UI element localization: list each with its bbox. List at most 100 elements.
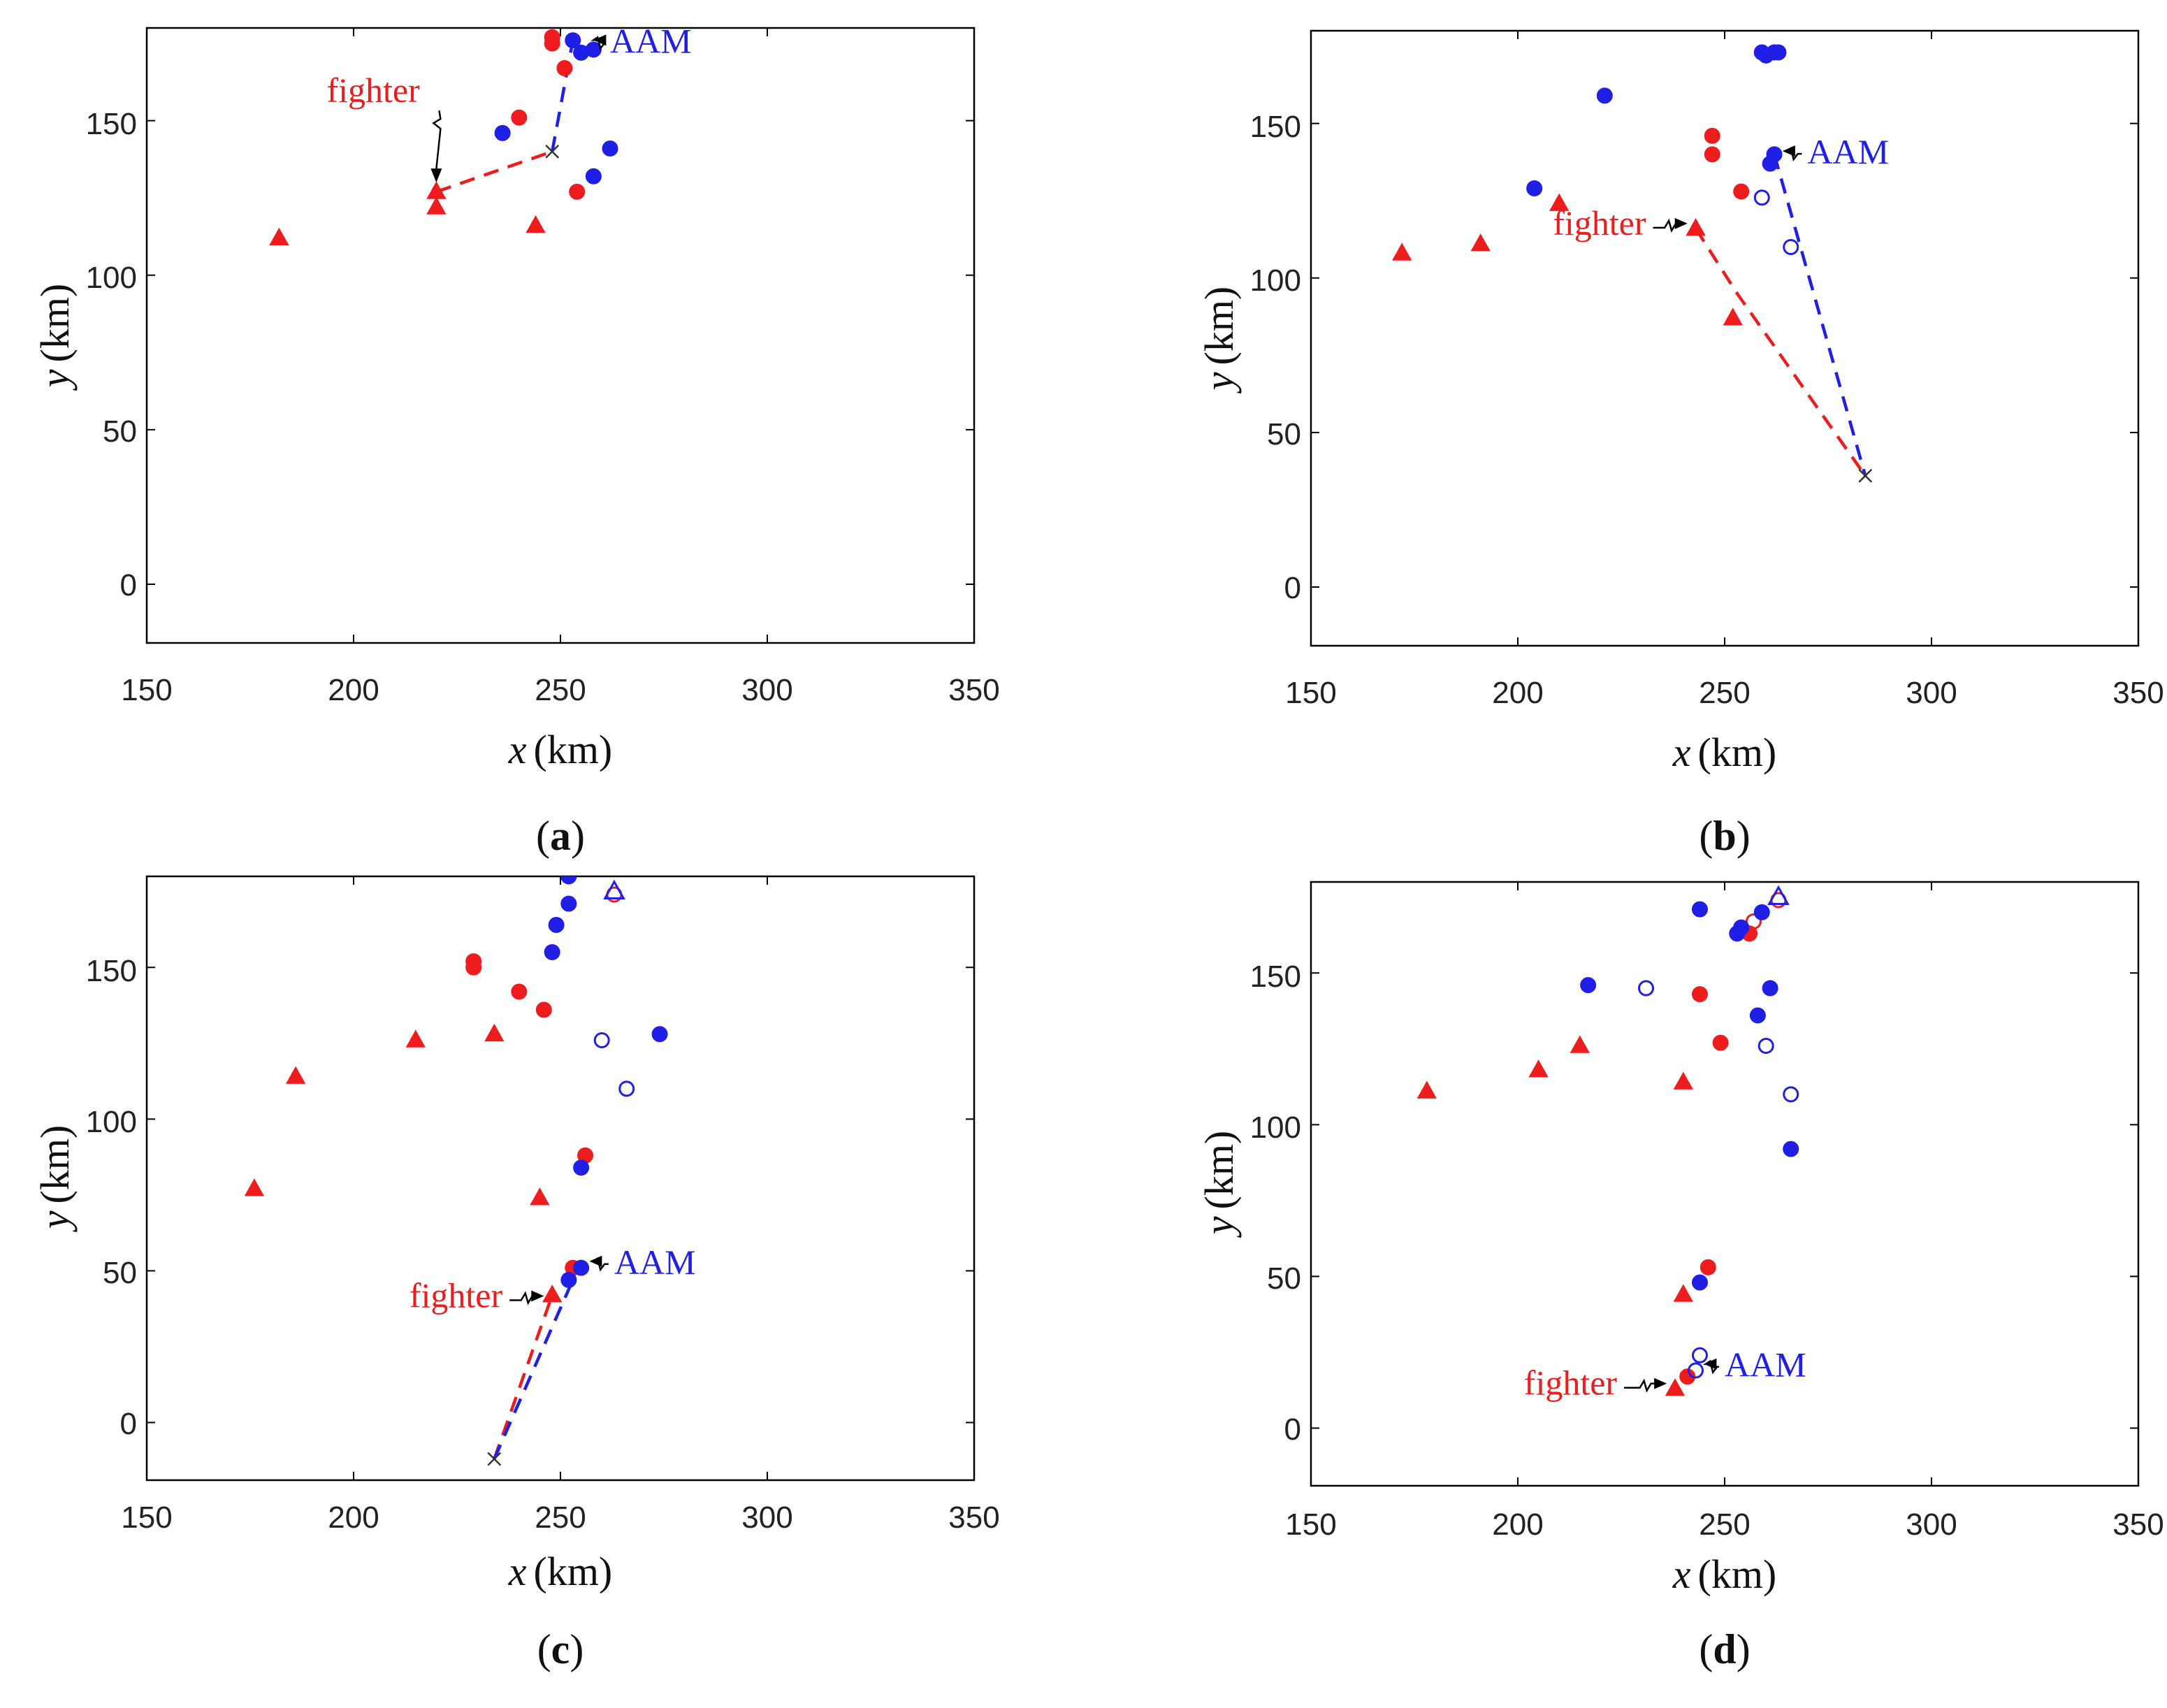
blue-dot-marker [1762, 155, 1778, 172]
plot-area [244, 876, 668, 1466]
axes-box [1310, 881, 2140, 1487]
fighter-pointer-arrow [509, 1290, 544, 1305]
blue-ring-marker [1783, 1086, 1799, 1103]
axes-box [1310, 29, 2140, 647]
x-tick-200: 200 [1492, 676, 1543, 710]
fighter-path [435, 150, 553, 194]
x-tick-350: 350 [2112, 676, 2164, 710]
y-tick-100: 100 [86, 1105, 137, 1139]
red-dot-marker [1733, 183, 1750, 200]
red-dot-marker [544, 35, 560, 52]
x-tick-350: 350 [948, 1500, 999, 1535]
blue-dot-marker [573, 1259, 590, 1276]
aam-pointer-arrow [1703, 1358, 1719, 1375]
panel-caption: (b) [1699, 813, 1750, 859]
blue-dot-marker [1580, 977, 1597, 994]
x-axis-label: x (km) [1672, 730, 1777, 775]
aam-pointer-arrow [589, 1255, 609, 1272]
fighter-pointer-arrow [1624, 1377, 1667, 1393]
x-tick-350: 350 [948, 673, 999, 707]
aam-path [493, 1279, 574, 1460]
blue-dot-marker [1691, 1274, 1708, 1291]
plot-area [1416, 885, 1799, 1396]
blue-dot-marker [560, 1271, 577, 1288]
panel-caption: (c) [537, 1626, 584, 1672]
x-tick-300: 300 [741, 673, 792, 707]
blue-dot-marker [1762, 980, 1778, 997]
blue-dot-marker [573, 1159, 590, 1176]
y-tick-150: 150 [86, 107, 137, 141]
red-dot-marker [1704, 146, 1720, 163]
red-dot-marker [556, 59, 573, 76]
y-axis-label: y(km) [1196, 1131, 1242, 1238]
red-dot-marker [1699, 1259, 1716, 1275]
y-axis-label: y(km) [32, 284, 78, 391]
panel-caption: (a) [536, 813, 585, 859]
blue-dot-marker [651, 1026, 668, 1043]
blue-dot-marker [585, 168, 602, 184]
aam-path [550, 40, 575, 152]
blue-ring-marker [1688, 1362, 1704, 1379]
fighter-path [493, 1294, 554, 1460]
red-triangle-marker [1549, 193, 1570, 211]
red-triangle-marker [405, 1029, 426, 1048]
plot-area [269, 29, 618, 245]
aam-pointer-arrow [590, 34, 607, 51]
aam-pointer-arrow [1782, 145, 1802, 162]
panel-caption: (d) [1699, 1626, 1750, 1672]
blue-dot-marker [548, 916, 565, 933]
y-tick-150: 150 [1250, 960, 1301, 994]
blue-dot-marker [602, 140, 618, 157]
red-triangle-marker [426, 196, 447, 215]
y-tick-100: 100 [1250, 263, 1301, 298]
aam-label: AAM [1725, 1345, 1806, 1384]
x-tick-250: 250 [535, 1500, 586, 1535]
y-tick-0: 0 [120, 1407, 137, 1441]
aam-label: AAM [614, 1243, 696, 1282]
red-triangle-marker [1528, 1059, 1549, 1078]
aam-path [1772, 154, 1867, 477]
red-triangle-marker [244, 1178, 265, 1196]
blue-dot-marker [1770, 44, 1787, 61]
aam-label: AAM [610, 21, 692, 60]
x-tick-200: 200 [328, 1500, 379, 1535]
red-triangle-marker [542, 1284, 563, 1303]
red-dot-marker [1712, 1034, 1729, 1051]
y-tick-150: 150 [86, 954, 137, 988]
blue-dot-marker [585, 41, 602, 58]
red-triangle-marker [285, 1066, 306, 1084]
red-triangle-marker [1665, 1378, 1686, 1396]
blue-dot-marker [1733, 919, 1750, 936]
blue-ring-marker [1757, 1037, 1774, 1054]
x-tick-300: 300 [1906, 676, 1957, 710]
red-triangle-marker [269, 227, 289, 245]
x-tick-350: 350 [2112, 1507, 2164, 1542]
x-tick-250: 250 [1699, 1507, 1750, 1542]
blue-dot-marker [560, 876, 577, 885]
red-dot-marker [511, 109, 528, 126]
blue-dot-marker [544, 944, 560, 961]
red-triangle-marker [1570, 1035, 1590, 1053]
red-triangle-marker [1673, 1284, 1693, 1302]
blue-dot-marker [1691, 901, 1708, 918]
red-dot-marker [511, 983, 528, 1000]
blue-dot-marker [1783, 1141, 1799, 1157]
fighter-path [1694, 227, 1867, 477]
blue-ring-marker [1783, 239, 1799, 256]
x-axis-label: x (km) [508, 727, 613, 772]
blue-ring-triangle-marker [603, 879, 625, 899]
red-dot-marker [535, 1001, 552, 1018]
red-triangle-marker [1686, 217, 1706, 236]
x-tick-150: 150 [1285, 676, 1336, 710]
y-axis-label: y(km) [32, 1125, 78, 1233]
red-triangle-marker [1673, 1071, 1693, 1090]
red-dot-marker [569, 183, 586, 200]
y-axis-label: y(km) [1196, 287, 1242, 394]
y-tick-50: 50 [103, 414, 137, 449]
y-tick-0: 0 [1284, 571, 1301, 605]
red-triangle-marker [526, 215, 546, 233]
impact-cross [545, 145, 560, 159]
fighter-label: fighter [410, 1276, 503, 1315]
